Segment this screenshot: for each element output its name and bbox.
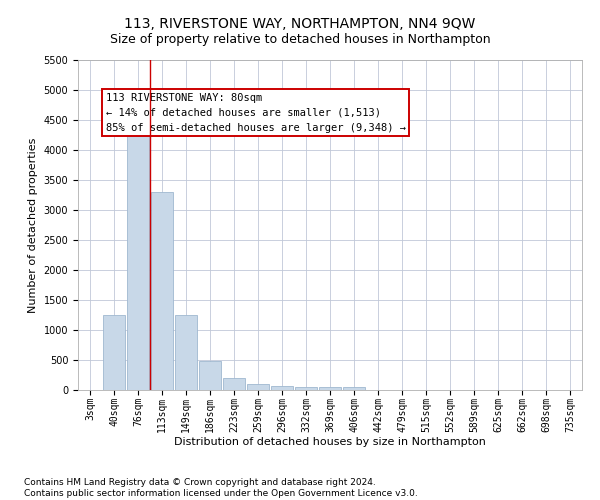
Bar [151,192,173,390]
Bar [199,360,221,390]
Bar [295,386,317,390]
Bar [247,384,269,390]
Bar [319,387,341,390]
Bar [127,132,149,390]
Text: Contains HM Land Registry data © Crown copyright and database right 2024.
Contai: Contains HM Land Registry data © Crown c… [24,478,418,498]
Text: 113, RIVERSTONE WAY, NORTHAMPTON, NN4 9QW: 113, RIVERSTONE WAY, NORTHAMPTON, NN4 9Q… [124,18,476,32]
X-axis label: Distribution of detached houses by size in Northampton: Distribution of detached houses by size … [174,437,486,447]
Bar [103,315,125,390]
Text: 113 RIVERSTONE WAY: 80sqm
← 14% of detached houses are smaller (1,513)
85% of se: 113 RIVERSTONE WAY: 80sqm ← 14% of detac… [106,93,406,132]
Bar [343,387,365,390]
Bar [271,386,293,390]
Bar [175,315,197,390]
Y-axis label: Number of detached properties: Number of detached properties [28,138,38,312]
Text: Size of property relative to detached houses in Northampton: Size of property relative to detached ho… [110,32,490,46]
Bar [223,378,245,390]
